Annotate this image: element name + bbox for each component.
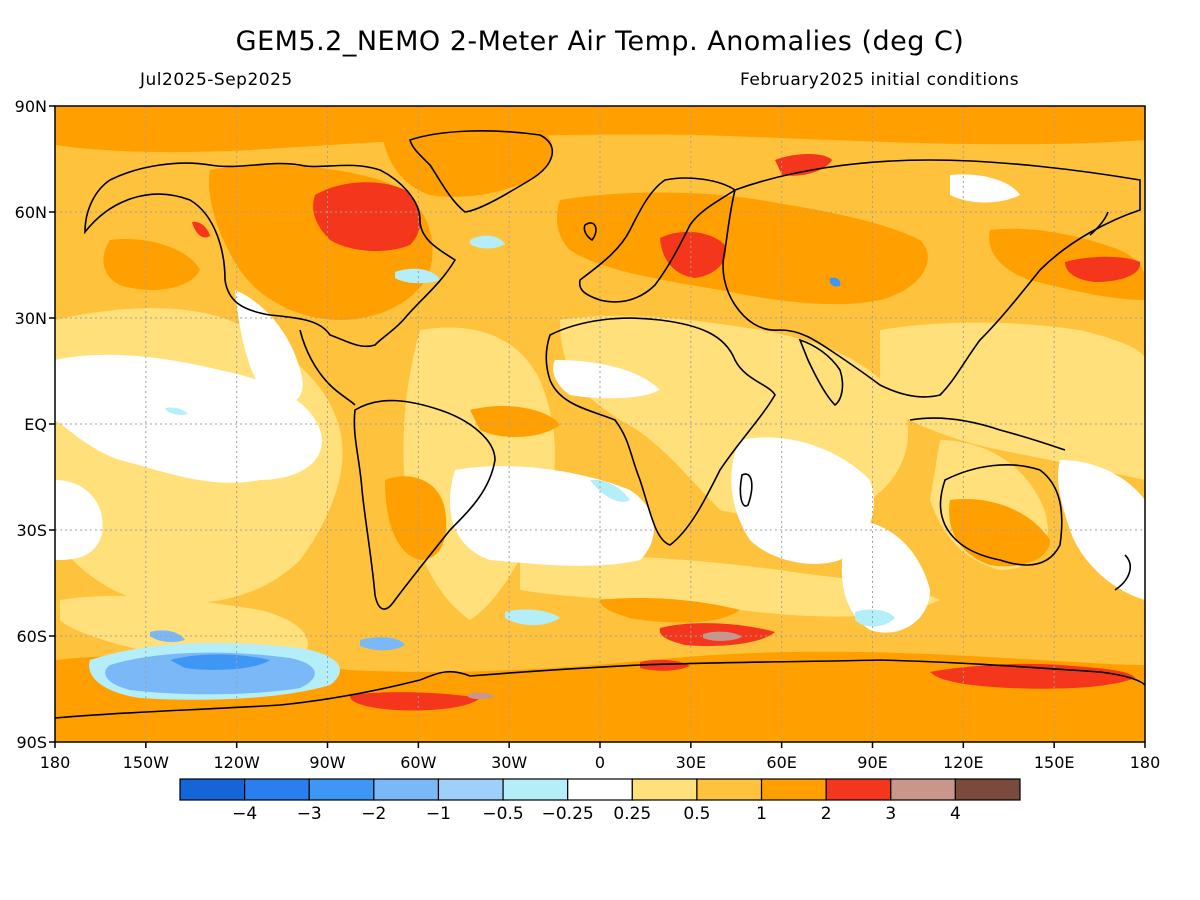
graticule (55, 106, 1145, 742)
colorbar-label: −2 (361, 804, 386, 824)
initial-conditions: February2025 initial conditions (740, 70, 1020, 90)
lat-tick-label: 30S (16, 521, 47, 540)
coast-asia (722, 159, 1141, 398)
chart-title: GEM5.2_NEMO 2-Meter Air Temp. Anomalies … (235, 26, 965, 57)
colorbar-label: −0.25 (542, 804, 594, 824)
lon-tick-label: 120W (213, 753, 260, 772)
coast-antarctica (55, 659, 1145, 719)
coast-new-zealand (1114, 554, 1131, 591)
coast-africa (545, 317, 776, 546)
latitude-axis: 90N 60N 30N EQ 30S 60S 90S (15, 97, 55, 752)
coast-central-america (299, 329, 356, 406)
coast-india (798, 338, 844, 407)
coast-europe (578, 177, 737, 303)
anomaly-2-3-regions (192, 154, 1141, 711)
lat-tick-label: 60S (16, 627, 47, 646)
lon-tick-label: 60W (400, 753, 436, 772)
forecast-period: Jul2025-Sep2025 (140, 70, 293, 90)
coast-australia (939, 464, 1063, 566)
colorbar-label: −4 (232, 804, 257, 824)
lat-tick-label: 30N (15, 309, 47, 328)
lat-tick-label: 90S (16, 733, 47, 752)
colorbar-label: 4 (950, 804, 961, 824)
lat-tick-label: 90N (15, 97, 47, 116)
coast-japan (1089, 211, 1109, 236)
colorbar-swatch (437, 778, 504, 801)
coast-indonesia (909, 417, 1066, 451)
colorbar (179, 778, 1021, 801)
lon-tick-label: 150W (123, 753, 170, 772)
coast-greenland (409, 130, 554, 213)
colorbar-swatch (373, 778, 440, 801)
colorbar-label: 0.25 (613, 804, 651, 824)
colorbar-swatch (179, 778, 246, 801)
anomaly-field (55, 106, 1145, 742)
coast-south-america (353, 399, 496, 610)
lon-tick-label: 60E (766, 753, 796, 772)
colorbar-swatch (631, 778, 698, 801)
colorbar-swatch (244, 778, 310, 801)
lat-tick-label: 60N (15, 203, 47, 222)
lon-tick-label: 180 (40, 753, 71, 772)
lat-tick-label: EQ (24, 415, 47, 434)
colorbar-label: 1 (756, 804, 767, 824)
coast-uk (583, 222, 597, 242)
lon-tick-label: 120E (943, 753, 984, 772)
lon-tick-label: 90E (857, 753, 887, 772)
colorbar-swatch (825, 778, 892, 801)
colorbar-label: −0.5 (482, 804, 523, 824)
colorbar-swatch (308, 778, 375, 801)
coast-madagascar (739, 473, 753, 507)
lon-tick-label: 90W (309, 753, 345, 772)
lon-tick-label: 180 (1130, 753, 1161, 772)
colorbar-labels: −4 −3 −2 −1 −0.5 −0.25 0.25 0.5 1 2 3 4 (232, 804, 961, 824)
coastlines (55, 130, 1145, 719)
colorbar-label: 0.5 (683, 804, 710, 824)
anomaly-3-4-regions (468, 631, 742, 700)
coast-north-america (84, 162, 457, 348)
longitude-axis: 180 150W 120W 90W 60W 30W 0 30E 60E 90E 120E 150E 18… (40, 742, 1161, 772)
colorbar-swatch (890, 778, 956, 801)
lon-tick-label: 0 (595, 753, 605, 772)
colorbar-label: −3 (297, 804, 322, 824)
colorbar-swatch (696, 778, 763, 801)
lon-tick-label: 150E (1034, 753, 1075, 772)
lon-tick-label: 30W (491, 753, 527, 772)
colorbar-label: 3 (885, 804, 896, 824)
colorbar-label: 2 (821, 804, 832, 824)
colorbar-label: −1 (426, 804, 451, 824)
lon-tick-label: 30E (676, 753, 706, 772)
colorbar-swatch (567, 778, 633, 801)
colorbar-swatch (954, 778, 1021, 801)
colorbar-swatch (502, 778, 569, 801)
anomaly-neg-1-regions (170, 277, 841, 670)
colorbar-swatch (760, 778, 827, 801)
